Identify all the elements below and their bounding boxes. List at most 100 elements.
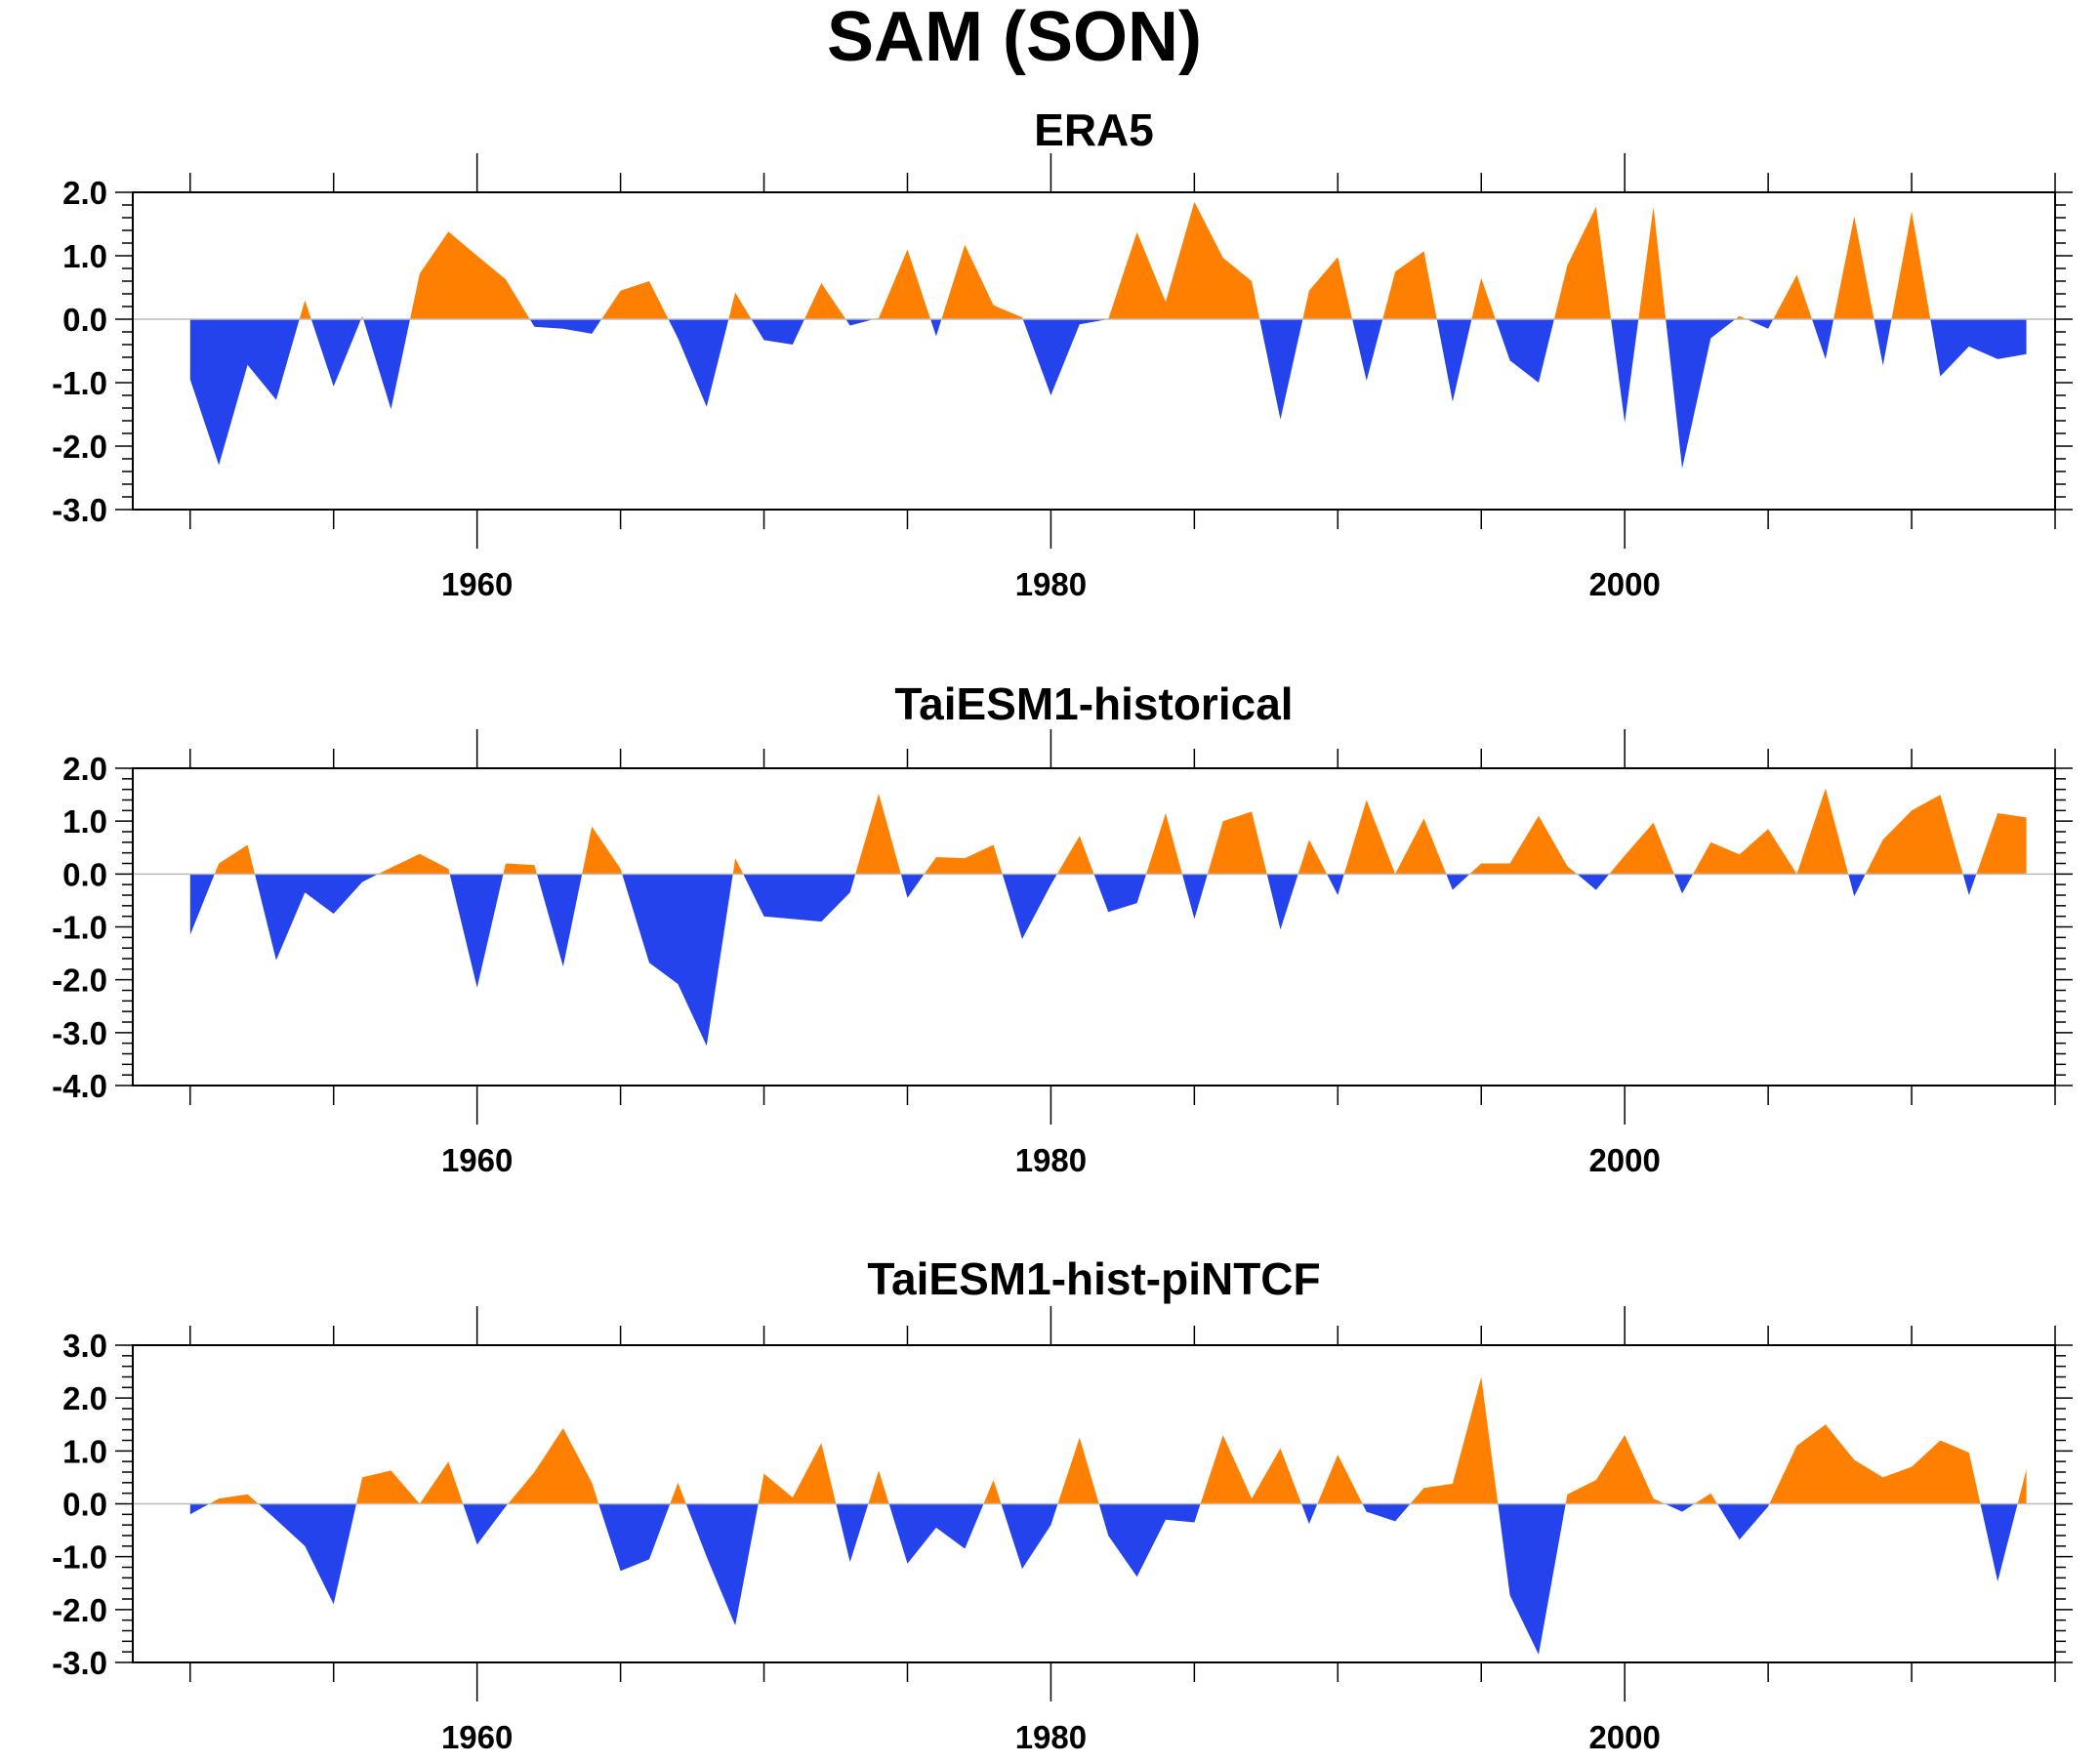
y-tick-label: 0.0 <box>62 856 107 892</box>
plot-frame <box>132 767 2056 1086</box>
positive-anomaly-area <box>874 249 931 319</box>
y-tick-label: 1.0 <box>62 803 107 840</box>
positive-anomaly-area <box>1108 201 1260 319</box>
negative-anomaly-area <box>1362 1503 1411 1522</box>
negative-anomaly-area <box>1577 874 1610 890</box>
positive-anomaly-area <box>1891 211 1931 319</box>
positive-anomaly-area <box>1057 1437 1099 1504</box>
y-tick-label: -1.0 <box>52 365 107 401</box>
negative-anomaly-area <box>1611 319 1639 423</box>
y-tick-label: 3.0 <box>62 1328 107 1364</box>
positive-anomaly-area <box>1382 251 1437 319</box>
x-tick-label: 1960 <box>441 1142 513 1178</box>
negative-anomaly-area <box>1495 319 1554 383</box>
x-tick-label: 1980 <box>1015 566 1087 602</box>
y-tick-label: 2.0 <box>62 751 107 787</box>
positive-anomaly-area <box>758 1443 837 1504</box>
negative-anomaly-area <box>1001 1503 1058 1570</box>
y-tick-label: 2.0 <box>62 175 107 211</box>
positive-anomaly-area <box>1773 274 1812 319</box>
positive-anomaly-area <box>214 844 255 875</box>
negative-anomaly-area <box>1327 874 1344 895</box>
positive-anomaly-area <box>1469 815 1578 875</box>
positive-anomaly-area <box>1865 795 1963 875</box>
negative-anomaly-area <box>255 874 379 961</box>
negative-anomaly-area <box>529 319 602 334</box>
positive-anomaly-area <box>356 1470 420 1504</box>
figure-title: SAM (SON) <box>827 0 1202 76</box>
negative-anomaly-area <box>1093 874 1147 913</box>
positive-anomaly-area <box>1146 813 1182 875</box>
negative-anomaly-area <box>1098 1503 1201 1578</box>
negative-anomaly-area <box>1446 874 1470 890</box>
y-tick-label: 2.0 <box>62 1380 107 1416</box>
negative-anomaly-area <box>1436 319 1472 402</box>
positive-anomaly-area <box>1395 818 1447 875</box>
negative-anomaly-area <box>1301 1503 1318 1525</box>
positive-anomaly-area <box>1609 822 1674 875</box>
panel-1: ERA5 -3.0 -2.0 -1.0 0.0 1.0 2.0 1960 1980 2000 <box>52 104 2073 602</box>
negative-anomaly-area <box>189 1503 210 1515</box>
positive-anomaly-area <box>924 844 1003 875</box>
negative-anomaly-area <box>836 1503 869 1563</box>
positive-anomaly-area <box>360 315 364 319</box>
positive-anomaly-area <box>410 231 530 319</box>
panel-title: TaiESM1-hist-piNTCF <box>867 1253 1320 1304</box>
negative-anomaly-area <box>1930 319 2027 377</box>
positive-anomaly-area <box>1694 1493 1717 1504</box>
positive-anomaly-area <box>1553 206 1612 319</box>
positive-anomaly-area <box>601 281 669 319</box>
negative-anomaly-area <box>685 1503 759 1626</box>
negative-anomaly-area <box>622 874 733 1046</box>
negative-anomaly-area <box>900 874 925 898</box>
negative-anomaly-area <box>1259 319 1303 420</box>
y-tick-label: -3.0 <box>52 1645 107 1681</box>
y-tick-label: -4.0 <box>52 1068 107 1104</box>
y-tick-label: 1.0 <box>62 238 107 274</box>
negative-anomaly-area <box>1352 319 1383 381</box>
positive-anomaly-area <box>1833 216 1874 319</box>
negative-anomaly-area <box>845 319 875 326</box>
x-tick-label: 1980 <box>1015 1142 1087 1178</box>
y-tick-label: -3.0 <box>52 1015 107 1051</box>
positive-anomaly-area <box>419 1461 464 1504</box>
negative-anomaly-area <box>668 319 729 407</box>
negative-anomaly-area <box>1181 874 1208 920</box>
positive-anomaly-area <box>1796 788 1849 875</box>
negative-anomaly-area <box>1022 319 1109 395</box>
positive-anomaly-area <box>868 1470 889 1504</box>
plot-frame <box>132 191 2056 511</box>
positive-anomaly-area <box>804 283 846 319</box>
positive-anomaly-area <box>1769 1424 1981 1504</box>
panel-title: ERA5 <box>1034 104 1154 155</box>
x-tick-label: 2000 <box>1588 1142 1660 1178</box>
y-tick-label: 1.0 <box>62 1433 107 1469</box>
positive-anomaly-area <box>855 794 901 875</box>
positive-anomaly-area <box>941 244 1023 319</box>
y-tick-label: -1.0 <box>52 1539 107 1576</box>
y-tick-label: -2.0 <box>52 963 107 999</box>
positive-anomaly-area <box>378 853 450 875</box>
positive-anomaly-area <box>1302 257 1353 319</box>
positive-anomaly-area <box>299 300 311 319</box>
negative-anomaly-area <box>1673 874 1694 894</box>
positive-anomaly-area <box>209 1494 259 1504</box>
positive-anomaly-area <box>1207 811 1267 875</box>
positive-anomaly-area <box>503 863 537 875</box>
negative-anomaly-area <box>743 874 856 922</box>
negative-anomaly-area <box>930 319 942 337</box>
negative-anomaly-area <box>1848 874 1866 897</box>
negative-anomaly-area <box>1874 319 1892 366</box>
negative-anomaly-area <box>1962 874 1977 895</box>
y-tick-label: -2.0 <box>52 1592 107 1628</box>
y-tick-label: 0.0 <box>62 302 107 338</box>
positive-anomaly-area <box>1410 1376 1499 1504</box>
positive-anomaly-area <box>1297 840 1328 875</box>
x-tick-label: 1960 <box>441 566 513 602</box>
negative-anomaly-area <box>1980 1503 2018 1582</box>
x-tick-label: 1980 <box>1015 1719 1087 1755</box>
negative-anomaly-area <box>537 874 583 967</box>
panel-title: TaiESM1-historical <box>894 678 1293 729</box>
panel-2: TaiESM1-historical -4.0 -3.0 -2.0 -1.0 0.0 1.0… <box>52 678 2073 1178</box>
positive-anomaly-area <box>1735 315 1748 319</box>
